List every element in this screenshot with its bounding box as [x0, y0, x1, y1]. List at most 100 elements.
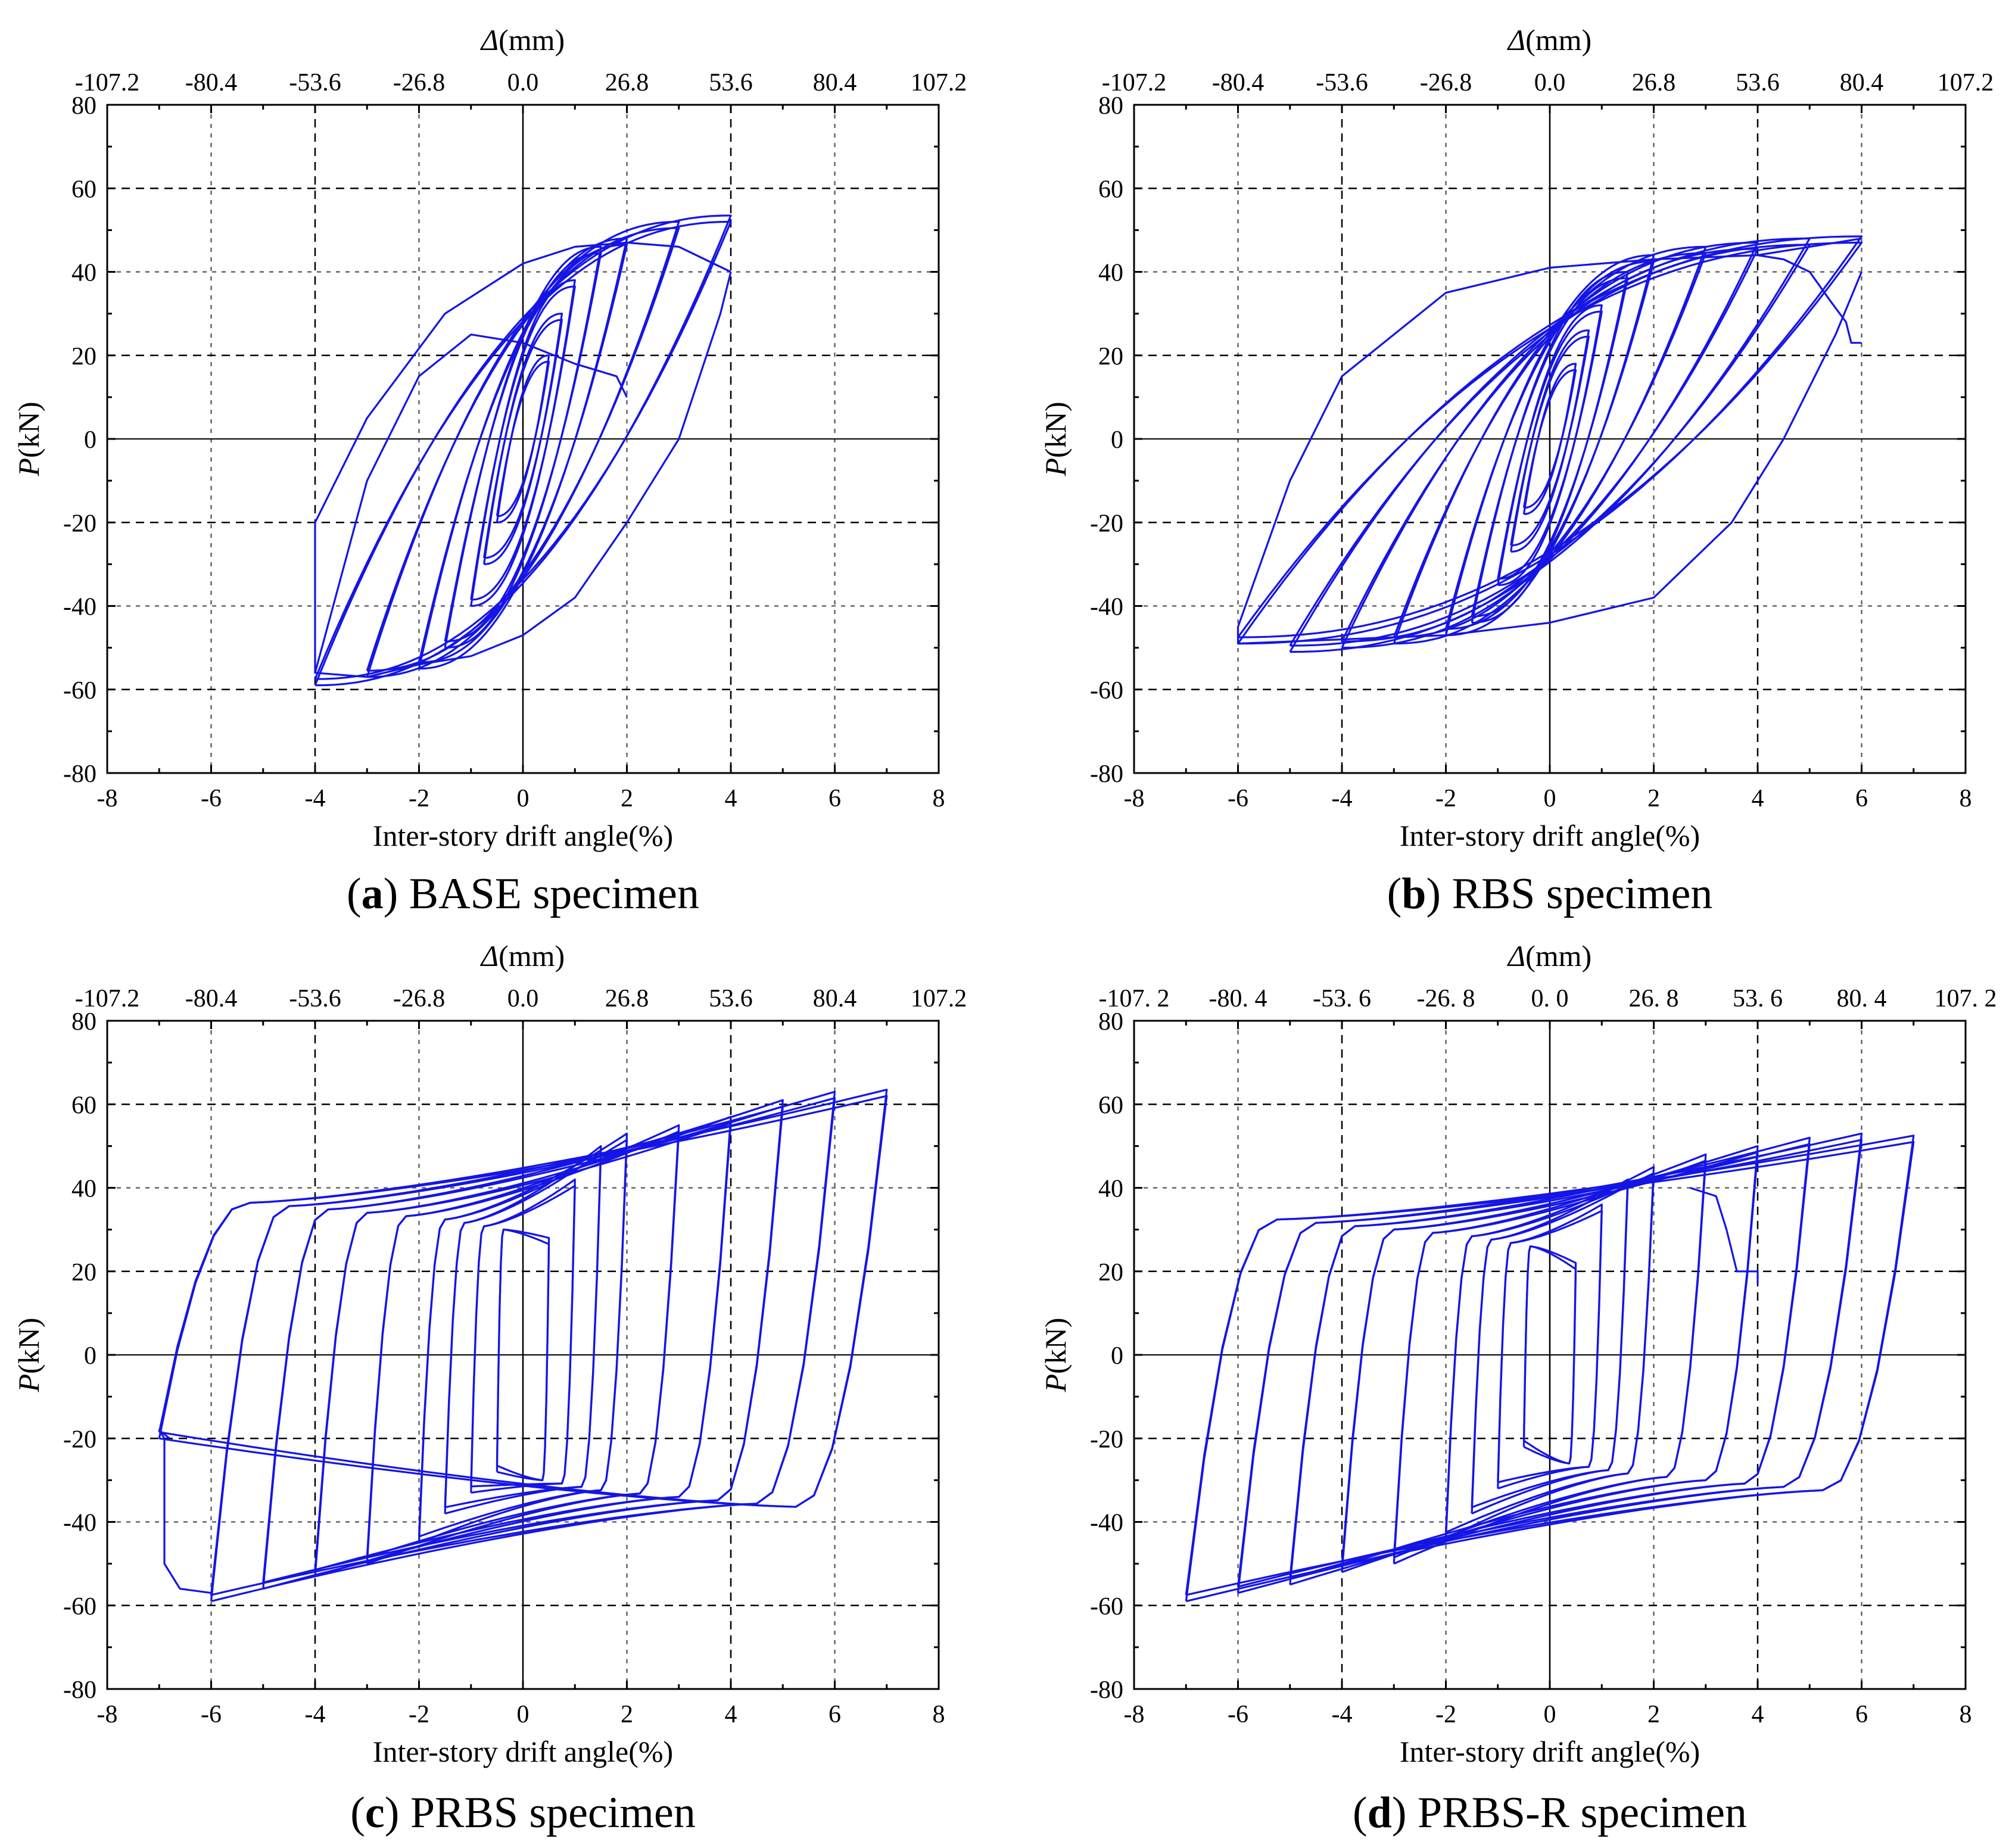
top-tick-label: -26.8 — [1420, 69, 1472, 96]
x-tick-label: 6 — [1855, 785, 1868, 812]
x-axis-title: Inter-story drift angle(%) — [1400, 1735, 1700, 1768]
y-tick-label: 20 — [71, 1259, 96, 1286]
y-tick-label: 80 — [1098, 1008, 1123, 1036]
y-tick-label: 40 — [71, 260, 96, 287]
top-tick-label: 80.4 — [1840, 69, 1884, 96]
top-tick-label: -80.4 — [185, 985, 238, 1012]
x-tick-label: -8 — [97, 1701, 118, 1728]
x-tick-label: 6 — [1855, 1701, 1868, 1728]
y-tick-label: 40 — [71, 1176, 96, 1203]
series-group — [1237, 235, 1863, 653]
top-tick-label: -26.8 — [393, 69, 446, 96]
y-axis-title: P(kN) — [12, 402, 45, 477]
top-axis-title: Δ(mm) — [1507, 939, 1591, 973]
top-axis-title: Δ(mm) — [480, 23, 565, 57]
top-tick-label: 26.8 — [605, 69, 649, 96]
hysteresis-loop — [314, 220, 732, 680]
x-tick-label: -2 — [1435, 1701, 1456, 1728]
top-tick-label: 80.4 — [813, 69, 857, 96]
y-tick-label: 0 — [1111, 1342, 1123, 1370]
y-tick-label: -40 — [63, 594, 96, 621]
y-tick-label: -60 — [63, 1593, 96, 1620]
x-tick-label: 8 — [1960, 785, 1972, 812]
hysteresis-loop — [1510, 335, 1590, 547]
top-tick-label: 53.6 — [709, 985, 753, 1012]
top-tick-label: -26. 8 — [1417, 985, 1475, 1012]
x-tick-label: 2 — [621, 785, 633, 812]
hysteresis-loop — [210, 1097, 836, 1596]
y-tick-label: 80 — [71, 92, 96, 120]
hysteresis-loop — [1497, 310, 1603, 580]
x-tick-label: 2 — [1647, 1701, 1660, 1728]
x-tick-label: 0 — [517, 1701, 530, 1728]
series-group — [158, 1089, 888, 1603]
top-tick-label: 53. 6 — [1733, 985, 1783, 1012]
x-tick-label: -2 — [409, 1701, 429, 1728]
top-tick-label: 107.2 — [1938, 69, 1994, 96]
x-tick-label: 4 — [725, 785, 737, 812]
y-axis-title: P(kN) — [1039, 402, 1072, 477]
top-tick-label: 0.0 — [1534, 69, 1566, 96]
x-tick-label: 2 — [1647, 785, 1660, 812]
y-tick-label: -80 — [63, 1676, 96, 1704]
failure-trace — [314, 334, 628, 674]
y-tick-label: -60 — [63, 677, 96, 705]
top-tick-label: -26.8 — [393, 985, 446, 1012]
hysteresis-loop — [496, 1229, 550, 1481]
top-tick-label: 80. 4 — [1837, 985, 1887, 1012]
y-tick-label: 0 — [84, 426, 96, 454]
panel-caption: (b) RBS specimen — [1387, 870, 1713, 918]
x-tick-label: -4 — [305, 1701, 326, 1728]
x-tick-label: -6 — [1228, 1701, 1248, 1728]
x-tick-label: -6 — [201, 1701, 222, 1728]
y-tick-label: 20 — [1098, 343, 1123, 370]
series-group — [1185, 1132, 1915, 1603]
y-tick-label: -40 — [1090, 594, 1123, 621]
top-tick-label: -80. 4 — [1209, 985, 1267, 1012]
top-tick-label: -53.6 — [289, 69, 341, 96]
y-tick-label: 80 — [1098, 92, 1123, 120]
y-tick-label: 40 — [1098, 1176, 1123, 1203]
top-tick-label: -53.6 — [289, 985, 341, 1012]
y-tick-label: -40 — [1090, 1510, 1123, 1537]
y-tick-label: -60 — [1090, 1593, 1123, 1620]
failure-trace — [1757, 254, 1862, 344]
hysteresis-loop — [483, 319, 563, 559]
top-tick-label: 107. 2 — [1935, 985, 1997, 1012]
x-tick-label: 8 — [1960, 1701, 1972, 1728]
hysteresis-loop — [444, 1151, 602, 1509]
top-tick-label: -53.6 — [1316, 69, 1368, 96]
final-loop — [314, 241, 732, 678]
hysteresis-loop — [470, 1185, 576, 1488]
panel-caption: (c) PRBS specimen — [350, 1788, 696, 1837]
x-tick-label: -8 — [1124, 785, 1145, 812]
x-tick-label: -4 — [1332, 785, 1353, 812]
x-tick-label: -6 — [201, 785, 222, 812]
x-tick-label: 8 — [933, 785, 945, 812]
top-axis-title: Δ(mm) — [480, 939, 565, 973]
top-tick-label: -80.4 — [185, 69, 238, 96]
y-tick-label: -40 — [63, 1510, 96, 1537]
hysteresis-loop — [1522, 369, 1577, 509]
y-tick-label: 60 — [71, 1092, 96, 1119]
y-tick-label: -80 — [63, 761, 96, 788]
top-tick-label: 107.2 — [911, 985, 967, 1012]
y-tick-label: 60 — [71, 176, 96, 203]
y-tick-label: 20 — [1098, 1259, 1123, 1286]
top-tick-label: 26. 8 — [1629, 985, 1679, 1012]
hysteresis-loop — [418, 1139, 628, 1538]
x-tick-label: -2 — [1435, 785, 1456, 812]
x-tick-label: 0 — [1544, 785, 1556, 812]
y-tick-label: 0 — [1111, 426, 1123, 454]
failure-trace — [1690, 1186, 1759, 1284]
x-tick-label: -2 — [409, 785, 429, 812]
series-group — [314, 214, 732, 687]
chart-panel-a: -8 -6 -4 -2 0 2 4 6 8806040200-20-40-60-80-107.2… — [12, 23, 967, 852]
top-tick-label: 53.6 — [709, 69, 753, 96]
x-tick-label: 6 — [829, 1701, 841, 1728]
top-tick-label: -80.4 — [1212, 69, 1264, 96]
y-tick-label: 60 — [1098, 1092, 1123, 1119]
top-tick-label: -107.2 — [1102, 69, 1167, 96]
top-tick-label: 0. 0 — [1531, 985, 1569, 1012]
